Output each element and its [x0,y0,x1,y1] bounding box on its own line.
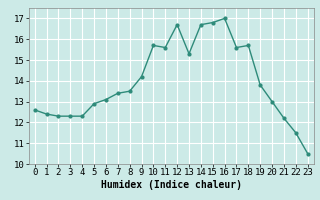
X-axis label: Humidex (Indice chaleur): Humidex (Indice chaleur) [101,180,242,190]
